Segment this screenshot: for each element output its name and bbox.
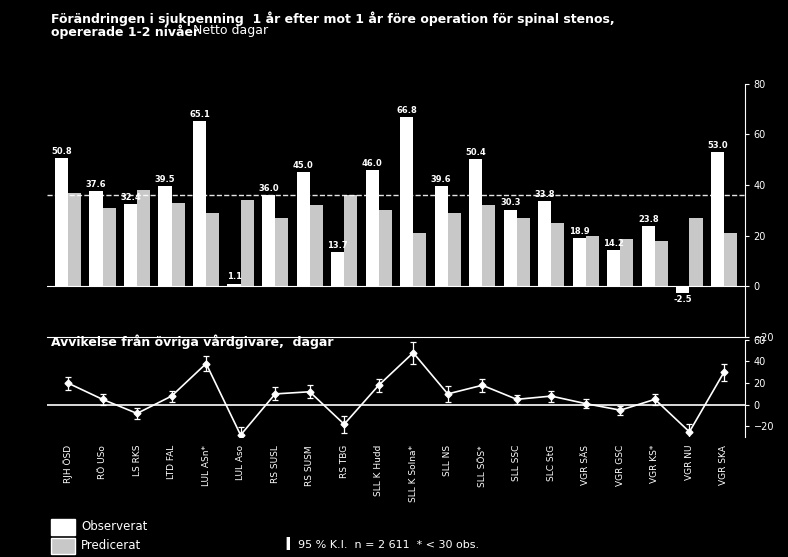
- Bar: [331, 252, 344, 286]
- Bar: [89, 191, 102, 286]
- Text: 46.0: 46.0: [362, 159, 382, 168]
- Text: 30.3: 30.3: [500, 198, 521, 207]
- Text: 45.0: 45.0: [292, 161, 314, 170]
- Bar: [366, 170, 379, 286]
- Bar: [435, 186, 448, 286]
- Bar: [206, 213, 219, 286]
- Bar: [690, 218, 703, 286]
- Text: opererade 1-2 nivåer: opererade 1-2 nivåer: [51, 24, 199, 38]
- Bar: [585, 236, 599, 286]
- Text: 23.8: 23.8: [638, 215, 659, 224]
- Text: Observerat: Observerat: [81, 520, 147, 534]
- Bar: [469, 159, 482, 286]
- Text: 18.9: 18.9: [569, 227, 589, 236]
- Text: 37.6: 37.6: [86, 180, 106, 189]
- Bar: [413, 233, 426, 286]
- Bar: [655, 241, 668, 286]
- Bar: [124, 204, 137, 286]
- Text: 50.4: 50.4: [466, 148, 486, 157]
- Bar: [517, 218, 530, 286]
- Bar: [400, 117, 413, 286]
- Bar: [68, 193, 81, 286]
- Text: 66.8: 66.8: [396, 106, 417, 115]
- Bar: [310, 205, 323, 286]
- Text: 50.8: 50.8: [51, 146, 72, 155]
- Bar: [448, 213, 461, 286]
- Bar: [482, 205, 496, 286]
- Bar: [172, 203, 184, 286]
- Text: 36.0: 36.0: [258, 184, 279, 193]
- Text: Avvikelse från övriga vårdgivare,  dagar: Avvikelse från övriga vårdgivare, dagar: [51, 334, 334, 349]
- Bar: [379, 210, 392, 286]
- Bar: [641, 226, 655, 286]
- Bar: [137, 190, 151, 286]
- Text: 32.4: 32.4: [120, 193, 141, 202]
- Text: 53.0: 53.0: [707, 141, 727, 150]
- Bar: [240, 200, 254, 286]
- Bar: [275, 218, 288, 286]
- Bar: [504, 209, 517, 286]
- Bar: [573, 238, 585, 286]
- Text: Netto dagar: Netto dagar: [189, 24, 268, 37]
- Text: 14.2: 14.2: [604, 240, 624, 248]
- Bar: [711, 152, 724, 286]
- Bar: [724, 233, 737, 286]
- Bar: [676, 286, 690, 292]
- Text: 65.1: 65.1: [189, 110, 210, 119]
- Text: Förändringen i sjukpenning  1 år efter mot 1 år före operation för spinal stenos: Förändringen i sjukpenning 1 år efter mo…: [51, 11, 615, 26]
- Text: Predicerat: Predicerat: [81, 539, 141, 553]
- Text: 1.1: 1.1: [227, 272, 242, 281]
- Text: 39.6: 39.6: [431, 175, 452, 184]
- Bar: [102, 208, 116, 286]
- Text: 39.5: 39.5: [154, 175, 175, 184]
- Bar: [158, 186, 172, 286]
- Bar: [344, 195, 357, 286]
- Bar: [538, 201, 552, 286]
- Bar: [608, 250, 620, 286]
- Bar: [552, 223, 564, 286]
- Text: I: I: [284, 536, 291, 554]
- Text: 13.7: 13.7: [327, 241, 348, 250]
- Bar: [228, 284, 240, 286]
- Bar: [262, 195, 275, 286]
- Text: -2.5: -2.5: [674, 295, 692, 304]
- Bar: [620, 240, 634, 286]
- Bar: [193, 121, 206, 286]
- Bar: [296, 172, 310, 286]
- Bar: [55, 158, 68, 286]
- Text: 95 % K.I.  n = 2 611  * < 30 obs.: 95 % K.I. n = 2 611 * < 30 obs.: [298, 540, 479, 550]
- Text: 33.8: 33.8: [534, 189, 555, 199]
